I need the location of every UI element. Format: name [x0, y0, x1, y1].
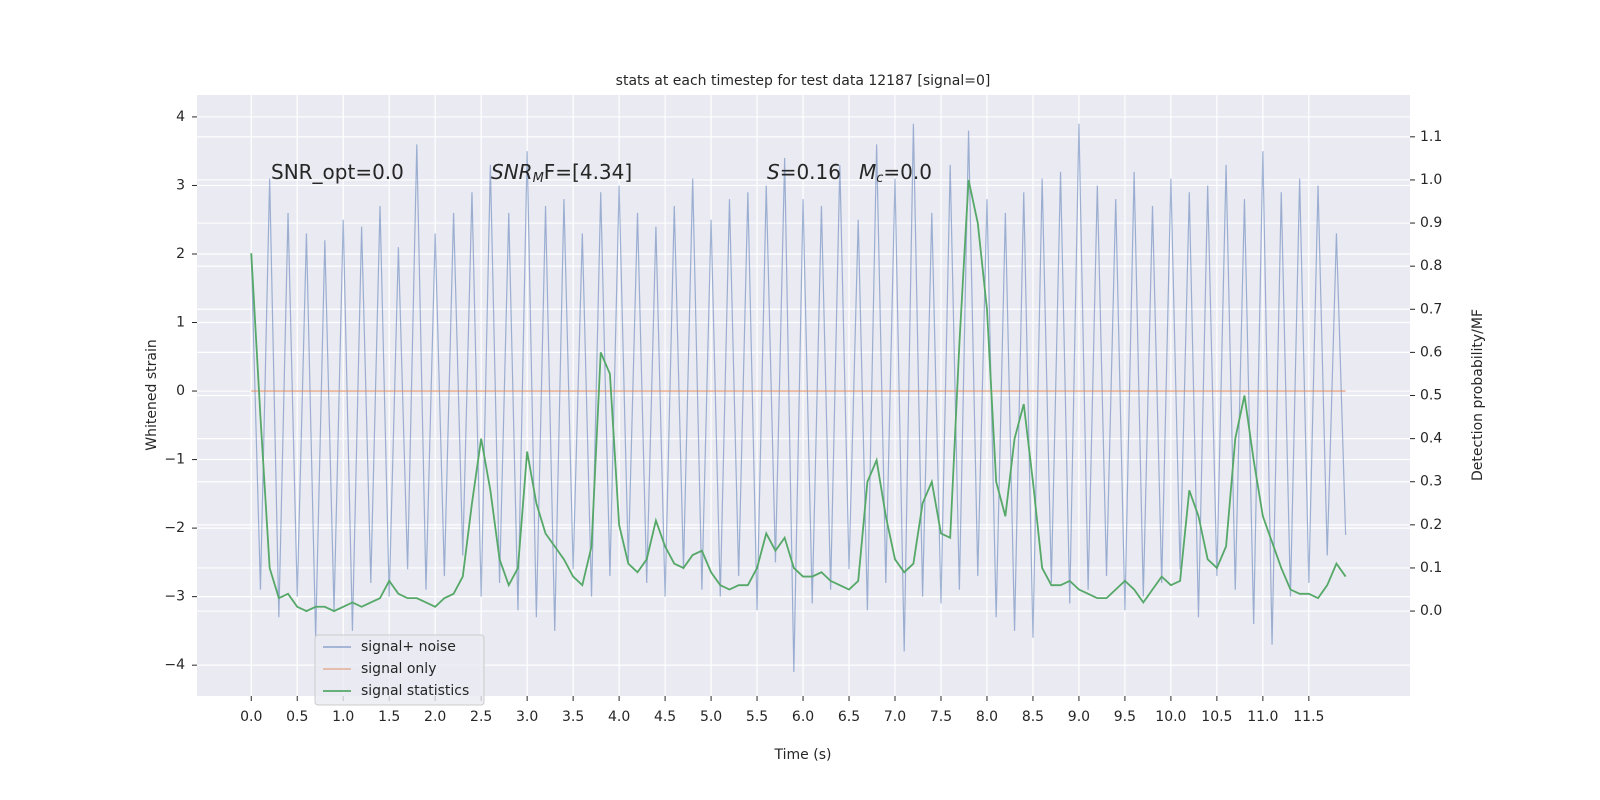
x-tick-label: 3.5	[562, 709, 584, 725]
x-tick-label: 11.0	[1247, 709, 1278, 725]
y-tick-label: 2	[176, 246, 185, 262]
x-tick-label: 0.5	[286, 709, 308, 725]
y-tick-label: −2	[164, 520, 185, 536]
y-tick-label: −3	[164, 589, 185, 605]
y2-tick-label: 0.0	[1420, 603, 1442, 619]
annotation-part: SNR_opt=0.0	[271, 160, 404, 184]
x-tick-label: 4.5	[654, 709, 676, 725]
y2-tick-label: 0.5	[1420, 388, 1442, 404]
x-tick-label: 11.5	[1293, 709, 1324, 725]
y2-tick-label: 0.4	[1420, 431, 1442, 447]
x-axis-label: Time (s)	[774, 747, 832, 763]
y2-tick-label: 0.6	[1420, 344, 1442, 360]
y2-tick-label: 0.2	[1420, 517, 1442, 533]
x-tick-label: 9.0	[1068, 709, 1090, 725]
annotation: Mc=0.0	[859, 160, 932, 186]
y2-tick-label: 0.8	[1420, 258, 1442, 274]
x-tick-label: 6.0	[792, 709, 814, 725]
legend-label: signal statistics	[361, 683, 469, 699]
y2-axis-label: Detection probability/MF	[1470, 309, 1486, 481]
y-tick-label: 0	[176, 383, 185, 399]
annotation-part: M	[859, 160, 876, 184]
y2-tick-label: 1.0	[1420, 172, 1442, 188]
annotation: SNR_opt=0.0	[271, 160, 404, 184]
annotation-part: M	[533, 171, 544, 186]
y2-tick-label: 0.7	[1420, 301, 1442, 317]
x-tick-label: 10.0	[1155, 709, 1186, 725]
annotation-part: c	[876, 171, 883, 186]
annotation-part: =0.16	[780, 160, 841, 184]
annotation: S=0.16	[767, 160, 841, 184]
y2-tick-label: 0.1	[1420, 560, 1442, 576]
x-tick-label: 2.5	[470, 709, 492, 725]
x-tick-label: 7.5	[930, 709, 952, 725]
series-line	[250, 179, 1347, 613]
y2-tick-label: 1.1	[1420, 129, 1442, 145]
x-tick-label: 8.0	[976, 709, 998, 725]
x-tick-label: 1.5	[378, 709, 400, 725]
legend-label: signal+ noise	[361, 639, 456, 655]
x-tick-label: 0.0	[240, 709, 262, 725]
annotation-part: F=[4.34]	[544, 160, 632, 184]
x-tick-label: 7.0	[884, 709, 906, 725]
legend-box	[314, 634, 485, 706]
series-line	[250, 123, 1347, 673]
legend-label: signal only	[361, 661, 436, 677]
annotation: SNRMF=[4.34]	[491, 160, 632, 186]
x-tick-label: 4.0	[608, 709, 630, 725]
x-tick-label: 8.5	[1022, 709, 1044, 725]
y-tick-label: 1	[176, 315, 185, 331]
x-tick-label: 9.5	[1114, 709, 1136, 725]
annotation-part: =0.0	[883, 160, 932, 184]
x-tick-label: 1.0	[332, 709, 354, 725]
x-tick-label: 5.5	[746, 709, 768, 725]
y-tick-label: 3	[176, 177, 185, 193]
y2-tick-label: 0.9	[1420, 215, 1442, 231]
x-tick-label: 3.0	[516, 709, 538, 725]
annotation-part: S	[767, 160, 780, 184]
y-axis-label: Whitened strain	[144, 339, 160, 450]
x-tick-label: 2.0	[424, 709, 446, 725]
y-tick-label: −1	[164, 452, 185, 468]
chart-title: stats at each timestep for test data 121…	[616, 73, 991, 89]
x-tick-label: 5.0	[700, 709, 722, 725]
y-tick-label: −4	[164, 657, 185, 673]
y-tick-label: 4	[176, 109, 185, 125]
x-tick-label: 6.5	[838, 709, 860, 725]
x-tick-label: 10.5	[1201, 709, 1232, 725]
y2-tick-label: 0.3	[1420, 474, 1442, 490]
annotation-part: SNR	[491, 160, 533, 184]
